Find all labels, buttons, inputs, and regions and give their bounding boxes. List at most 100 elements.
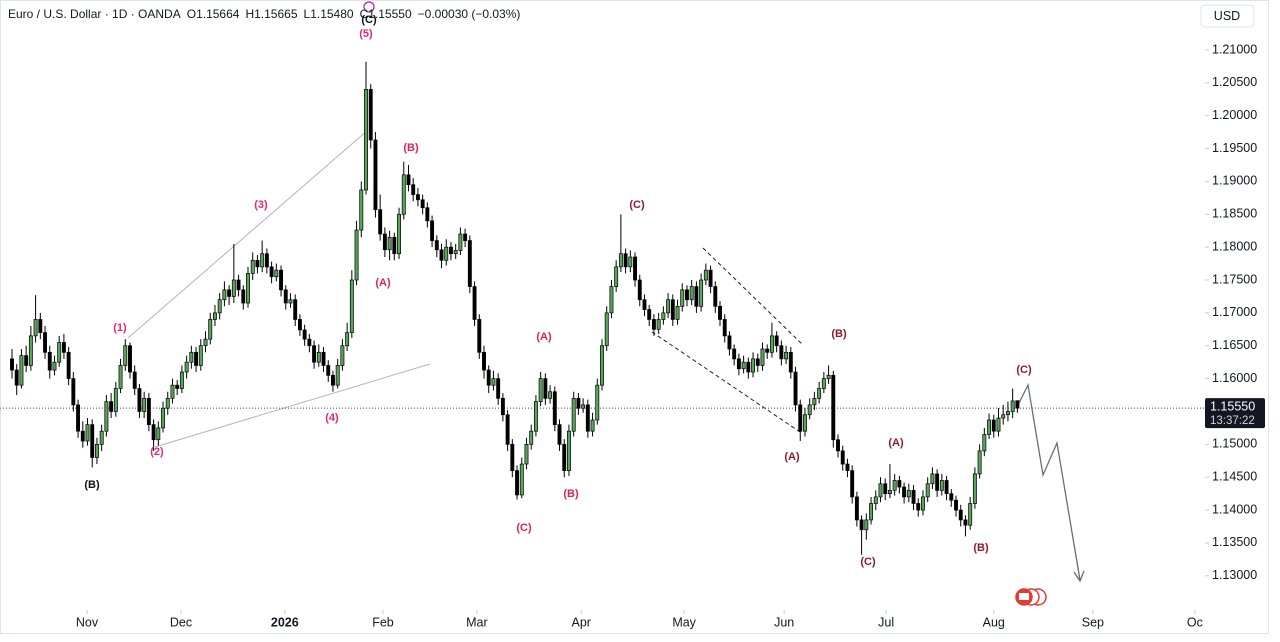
candle-body [411, 184, 416, 195]
candle-body [722, 319, 727, 337]
candle-body [208, 319, 213, 340]
currency-label[interactable]: USD [1214, 9, 1240, 23]
candle-body [57, 342, 62, 363]
y-tick-label: 1.14500 [1212, 469, 1257, 483]
candle-body [864, 519, 869, 531]
candle-body [33, 319, 38, 337]
candle-body [76, 404, 81, 432]
wave-label: (B) [563, 488, 579, 500]
wave-label: (B) [84, 479, 100, 491]
candle-body [359, 189, 364, 231]
candle-body [869, 503, 874, 521]
candle-body [732, 348, 737, 360]
candle-body [477, 319, 482, 353]
candle-body [198, 345, 203, 366]
y-tick-label: 1.15000 [1212, 437, 1257, 451]
candle-body [954, 499, 958, 511]
ohlc-value: 1.15480 [310, 7, 354, 21]
x-tick-label: Mar [466, 615, 488, 629]
candle-body [95, 443, 99, 458]
candle-body [331, 374, 335, 386]
candle-body [307, 338, 312, 347]
candle-body [425, 207, 430, 222]
wave-label: (2) [150, 446, 164, 458]
candle-body [859, 519, 864, 531]
wave-label: (1) [113, 322, 127, 334]
candle-body [236, 279, 241, 291]
candle-body [798, 404, 803, 432]
candle-body [496, 378, 501, 399]
candle-body [161, 407, 165, 429]
candle-body [873, 496, 878, 504]
candle-body [14, 369, 19, 386]
candle-body [618, 253, 623, 268]
candle-body [736, 358, 741, 370]
candle-body [458, 233, 463, 251]
candle-body [958, 509, 963, 521]
candle-body [633, 256, 637, 281]
candle-body [217, 299, 222, 314]
candle-body [670, 299, 675, 320]
event-marker[interactable] [363, 1, 375, 13]
trend-line [154, 363, 431, 448]
candle-body [623, 253, 628, 268]
candle-body [883, 483, 888, 494]
candle-body [675, 305, 680, 320]
candle-body [533, 401, 538, 432]
candle-body [987, 419, 992, 435]
candle-body [935, 473, 940, 491]
candle-body [283, 289, 288, 304]
candle-body [562, 443, 567, 471]
candle-body [699, 279, 704, 307]
ohlc-label: C [360, 7, 369, 21]
candle-body [19, 355, 24, 386]
candle-body [793, 371, 798, 406]
x-tick-label: Apr [572, 615, 591, 629]
ohlc-value: 1.15665 [254, 7, 298, 21]
candle-body [227, 289, 232, 297]
symbol-title: Euro / U.S. Dollar · 1D · OANDA [8, 7, 181, 21]
candle-body [321, 351, 326, 366]
candle-body [567, 430, 571, 471]
candle-body [175, 384, 180, 389]
y-tick-label: 1.13500 [1212, 535, 1257, 549]
candle-body [1015, 400, 1020, 409]
candle-body [892, 480, 897, 491]
candle-body [61, 342, 66, 353]
y-tick-label: 1.21000 [1212, 42, 1257, 56]
candle-body [921, 496, 925, 511]
candle-body [581, 404, 586, 409]
candle-body [213, 312, 217, 320]
candle-body [415, 194, 420, 201]
candle-body [609, 286, 614, 314]
candle-body [902, 486, 907, 498]
candle-body [548, 391, 553, 399]
currency-button[interactable] [1200, 4, 1255, 28]
candle-body [779, 345, 784, 360]
y-tick-label: 1.14000 [1212, 502, 1257, 516]
y-tick-label: 1.20500 [1212, 75, 1257, 89]
candle-body [552, 391, 557, 425]
candle-body [472, 286, 477, 320]
candle-body [184, 361, 189, 373]
candle-body [364, 89, 368, 191]
candle-body [930, 473, 935, 485]
candle-body [246, 273, 250, 304]
candle-body [335, 365, 340, 386]
candle-body [241, 289, 246, 304]
candle-body [585, 404, 590, 432]
candle-body [10, 358, 14, 371]
candle-body [680, 289, 685, 307]
candle-body [387, 236, 392, 251]
candle-body [718, 305, 722, 320]
economic-event-icon[interactable] [1015, 588, 1047, 606]
wave-label: (5) [359, 28, 373, 40]
wave-label: (B) [831, 328, 847, 340]
candle-body [297, 319, 302, 331]
change: −0.00030 (−0.03%) [418, 7, 521, 21]
candle-body [817, 388, 822, 399]
x-tick-label: Feb [372, 615, 394, 629]
chart-frame [0, 0, 1269, 634]
candle-body [463, 233, 468, 241]
candle-body [80, 430, 85, 442]
